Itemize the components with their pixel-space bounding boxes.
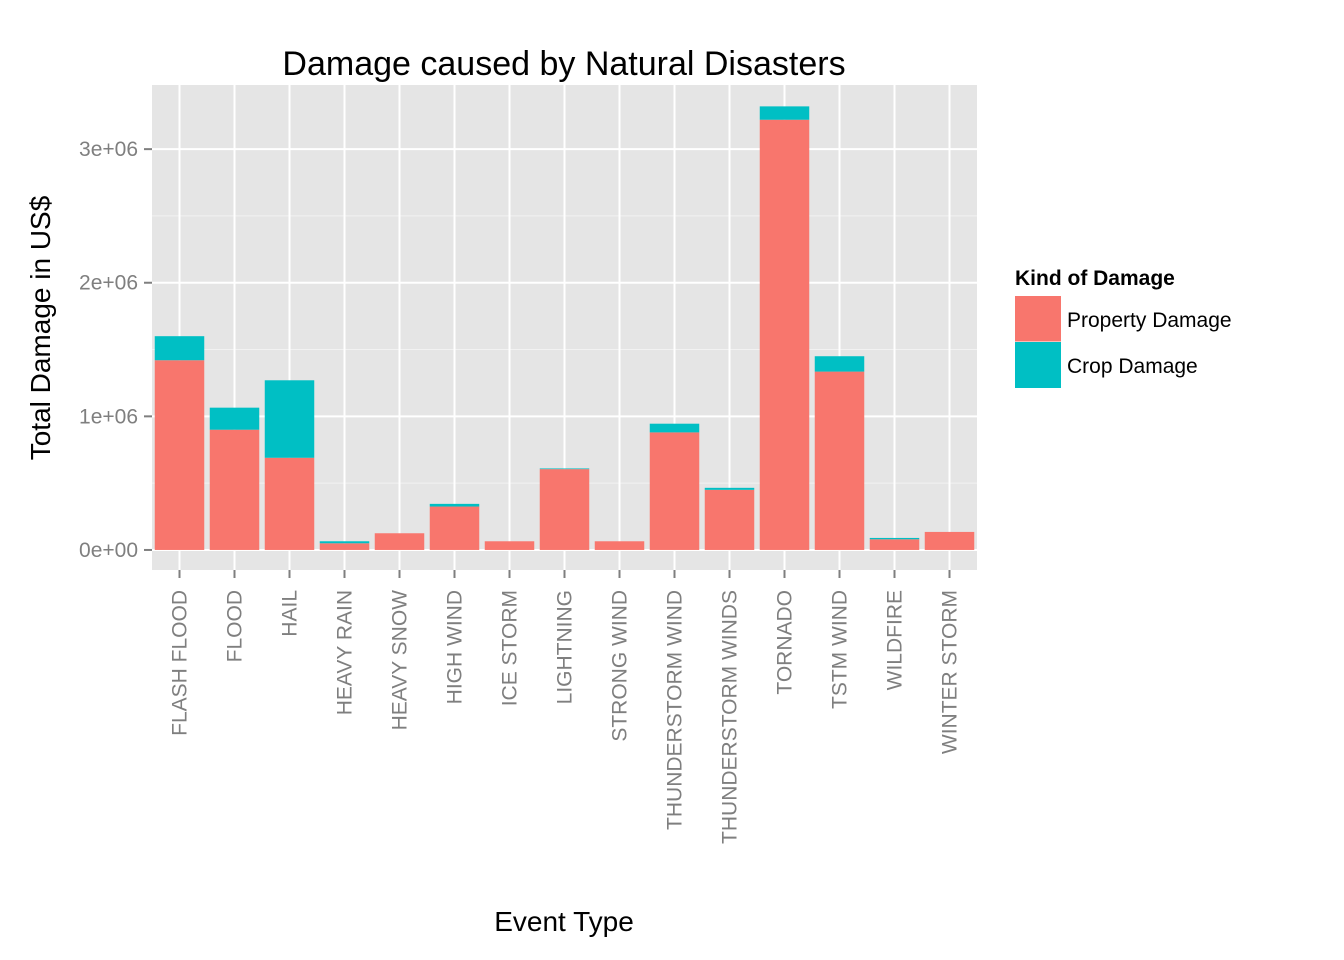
bar-property-wildfire: [869, 539, 920, 550]
x-tick-label: HEAVY RAIN: [334, 590, 357, 715]
bar-property-flash-flood: [154, 360, 205, 550]
x-tick-label: TORNADO: [774, 590, 797, 695]
x-tick-label: HEAVY SNOW: [389, 590, 412, 731]
x-tick-label: THUNDERSTORM WINDS: [719, 590, 742, 844]
y-axis: 0e+00 1e+06 2e+06 3e+06: [79, 138, 152, 562]
legend: Kind of Damage Property Damage Crop Damag…: [1014, 267, 1232, 389]
x-tick-label: HAIL: [279, 590, 302, 637]
bar-crop-tstm-wind: [814, 356, 865, 372]
bar-crop-lightning: [539, 468, 590, 470]
bar-property-strong-wind: [594, 541, 645, 550]
x-tick-label: FLOOD: [224, 590, 247, 662]
bar-property-flood: [209, 429, 260, 550]
y-tick-label: 0e+00: [79, 539, 138, 562]
bar-crop-flood: [209, 407, 260, 430]
bar-property-high-wind: [429, 506, 480, 550]
bar-crop-high-wind: [429, 503, 480, 507]
x-tick-label: FLASH FLOOD: [169, 590, 192, 736]
x-tick-label: STRONG WIND: [609, 590, 632, 742]
bar-property-ice-storm: [484, 541, 535, 550]
x-tick-label: WILDFIRE: [884, 590, 907, 690]
bar-property-tornado: [759, 119, 810, 550]
x-tick-label: WINTER STORM: [939, 590, 962, 754]
legend-swatch: [1015, 342, 1061, 388]
legend-label: Property Damage: [1067, 309, 1232, 332]
y-tick-label: 1e+06: [79, 405, 138, 428]
legend-swatch: [1015, 296, 1061, 342]
bar-crop-thunderstorm-wind: [649, 423, 700, 433]
bar-crop-heavy-rain: [319, 541, 370, 544]
x-tick-label: HIGH WIND: [444, 590, 467, 704]
bar-crop-flash-flood: [154, 336, 205, 361]
bar-property-winter-storm: [924, 531, 975, 550]
bar-crop-tornado: [759, 106, 810, 120]
bar-crop-hail: [264, 380, 315, 458]
bar-property-heavy-snow: [374, 533, 425, 550]
x-tick-label: LIGHTNING: [554, 590, 577, 704]
y-tick-label: 3e+06: [79, 138, 138, 161]
y-tick-label: 2e+06: [79, 272, 138, 295]
x-axis: FLASH FLOOD FLOOD HAIL HEAVY RAIN HEAVY SNOW…: [169, 570, 962, 844]
x-tick-label: ICE STORM: [499, 590, 522, 706]
bar-property-heavy-rain: [319, 543, 370, 550]
legend-label: Crop Damage: [1067, 355, 1198, 378]
chart-title: Damage caused by Natural Disasters: [282, 45, 845, 83]
x-tick-label: THUNDERSTORM WIND: [664, 590, 687, 830]
bar-crop-thunderstorm-winds: [704, 487, 755, 490]
bar-property-lightning: [539, 469, 590, 550]
x-axis-title: Event Type: [494, 906, 634, 937]
y-axis-title: Total Damage in US$: [25, 195, 56, 460]
bar-property-hail: [264, 457, 315, 550]
bars: [154, 106, 975, 550]
bar-crop-wildfire: [869, 537, 920, 540]
x-tick-label: TSTM WIND: [829, 590, 852, 709]
bar-property-thunderstorm-wind: [649, 432, 700, 550]
legend-title: Kind of Damage: [1015, 267, 1175, 290]
bar-property-tstm-wind: [814, 371, 865, 550]
bar-property-thunderstorm-winds: [704, 489, 755, 550]
